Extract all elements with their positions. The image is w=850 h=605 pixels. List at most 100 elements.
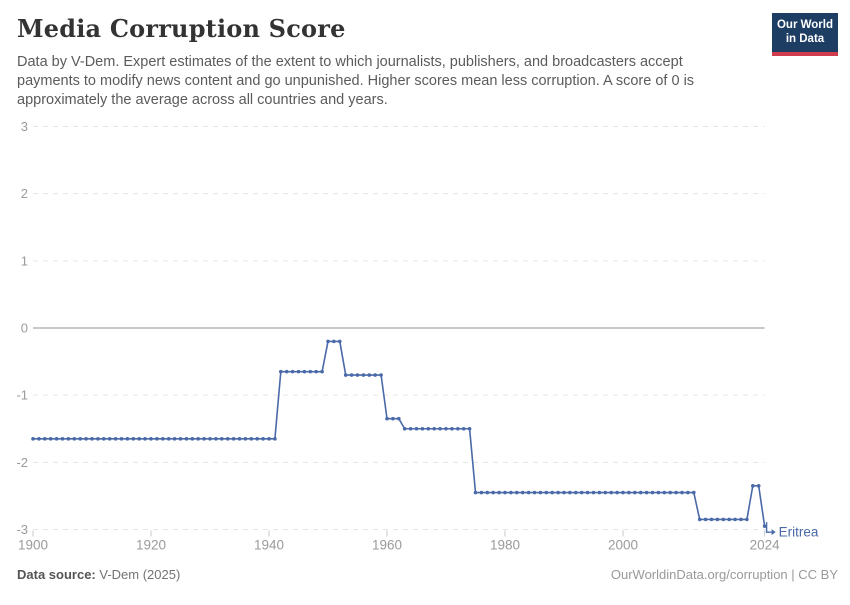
data-point[interactable]	[243, 437, 248, 441]
data-point[interactable]	[379, 373, 383, 377]
data-point[interactable]	[48, 437, 53, 441]
data-point[interactable]	[166, 437, 171, 441]
data-point[interactable]	[332, 339, 336, 344]
data-point[interactable]	[715, 517, 720, 522]
data-point[interactable]	[745, 517, 749, 522]
data-point[interactable]	[137, 437, 141, 441]
data-point[interactable]	[556, 490, 560, 495]
data-point[interactable]	[361, 373, 366, 377]
data-point[interactable]	[326, 339, 330, 344]
data-point[interactable]	[60, 437, 65, 441]
data-point[interactable]	[43, 437, 47, 441]
data-point[interactable]	[161, 437, 165, 441]
data-point[interactable]	[697, 517, 702, 522]
data-point[interactable]	[426, 426, 431, 431]
data-point[interactable]	[255, 437, 259, 441]
data-point[interactable]	[515, 490, 519, 495]
data-point[interactable]	[96, 437, 100, 441]
data-point[interactable]	[84, 437, 88, 441]
data-point[interactable]	[467, 426, 472, 431]
data-point[interactable]	[450, 426, 454, 431]
data-point[interactable]	[497, 490, 501, 495]
data-point[interactable]	[591, 490, 596, 495]
data-point[interactable]	[739, 517, 743, 522]
data-point[interactable]	[414, 426, 419, 431]
data-point[interactable]	[343, 373, 348, 377]
data-point[interactable]	[668, 490, 672, 495]
data-point[interactable]	[662, 490, 667, 495]
data-point[interactable]	[420, 426, 425, 431]
data-point[interactable]	[202, 437, 206, 441]
data-point[interactable]	[479, 490, 484, 495]
data-point[interactable]	[367, 373, 372, 377]
data-point[interactable]	[503, 490, 507, 495]
data-point[interactable]	[196, 437, 200, 441]
data-point[interactable]	[456, 426, 460, 431]
data-point[interactable]	[302, 369, 307, 374]
data-point[interactable]	[119, 437, 124, 441]
data-point[interactable]	[273, 437, 277, 441]
data-point[interactable]	[485, 490, 490, 495]
data-point[interactable]	[603, 490, 608, 495]
owid-logo[interactable]: Our World in Data	[772, 13, 838, 56]
data-point[interactable]	[267, 437, 271, 441]
data-point[interactable]	[261, 437, 265, 441]
data-point[interactable]	[184, 437, 189, 441]
data-point[interactable]	[125, 437, 130, 441]
data-point[interactable]	[633, 490, 637, 495]
data-point[interactable]	[373, 373, 378, 377]
data-point[interactable]	[638, 490, 643, 495]
data-point[interactable]	[349, 373, 354, 377]
data-point[interactable]	[208, 437, 212, 441]
data-point[interactable]	[237, 437, 242, 441]
data-point[interactable]	[54, 437, 59, 441]
data-point[interactable]	[674, 490, 678, 495]
data-point[interactable]	[585, 490, 590, 495]
data-point[interactable]	[692, 490, 696, 495]
data-point[interactable]	[338, 339, 342, 344]
credit-link[interactable]: OurWorldinData.org/corruption | CC BY	[610, 567, 838, 582]
data-point[interactable]	[473, 490, 478, 495]
data-point[interactable]	[408, 426, 413, 431]
data-point[interactable]	[621, 490, 625, 495]
data-point[interactable]	[444, 426, 448, 431]
data-point[interactable]	[225, 437, 230, 441]
data-point[interactable]	[172, 437, 177, 441]
data-point[interactable]	[721, 517, 726, 522]
data-point[interactable]	[680, 490, 684, 495]
entity-label[interactable]: Eritrea	[779, 525, 819, 540]
data-point[interactable]	[491, 490, 496, 495]
data-point[interactable]	[574, 490, 578, 495]
data-point[interactable]	[37, 437, 41, 441]
data-point[interactable]	[751, 484, 755, 488]
data-point[interactable]	[320, 369, 324, 374]
data-point[interactable]	[615, 490, 619, 495]
data-point[interactable]	[597, 490, 602, 495]
data-point[interactable]	[432, 426, 437, 431]
data-point[interactable]	[113, 437, 118, 441]
data-point[interactable]	[308, 369, 313, 374]
data-point[interactable]	[509, 490, 513, 495]
data-point[interactable]	[538, 490, 543, 495]
data-point[interactable]	[627, 490, 631, 495]
data-point[interactable]	[78, 437, 82, 441]
data-point[interactable]	[90, 437, 94, 441]
data-point[interactable]	[703, 517, 708, 522]
data-point[interactable]	[31, 437, 35, 441]
data-point[interactable]	[562, 490, 566, 495]
data-point[interactable]	[656, 490, 661, 495]
data-point[interactable]	[143, 437, 147, 441]
data-point[interactable]	[355, 373, 360, 377]
data-point[interactable]	[66, 437, 71, 441]
data-point[interactable]	[461, 426, 466, 431]
data-point[interactable]	[532, 490, 537, 495]
data-point[interactable]	[231, 437, 236, 441]
data-point[interactable]	[733, 517, 737, 522]
data-point[interactable]	[391, 416, 395, 421]
data-point[interactable]	[644, 490, 649, 495]
data-point[interactable]	[402, 426, 407, 431]
data-point[interactable]	[149, 437, 153, 441]
data-point[interactable]	[520, 490, 525, 495]
data-point[interactable]	[102, 437, 106, 441]
data-point[interactable]	[131, 437, 136, 441]
